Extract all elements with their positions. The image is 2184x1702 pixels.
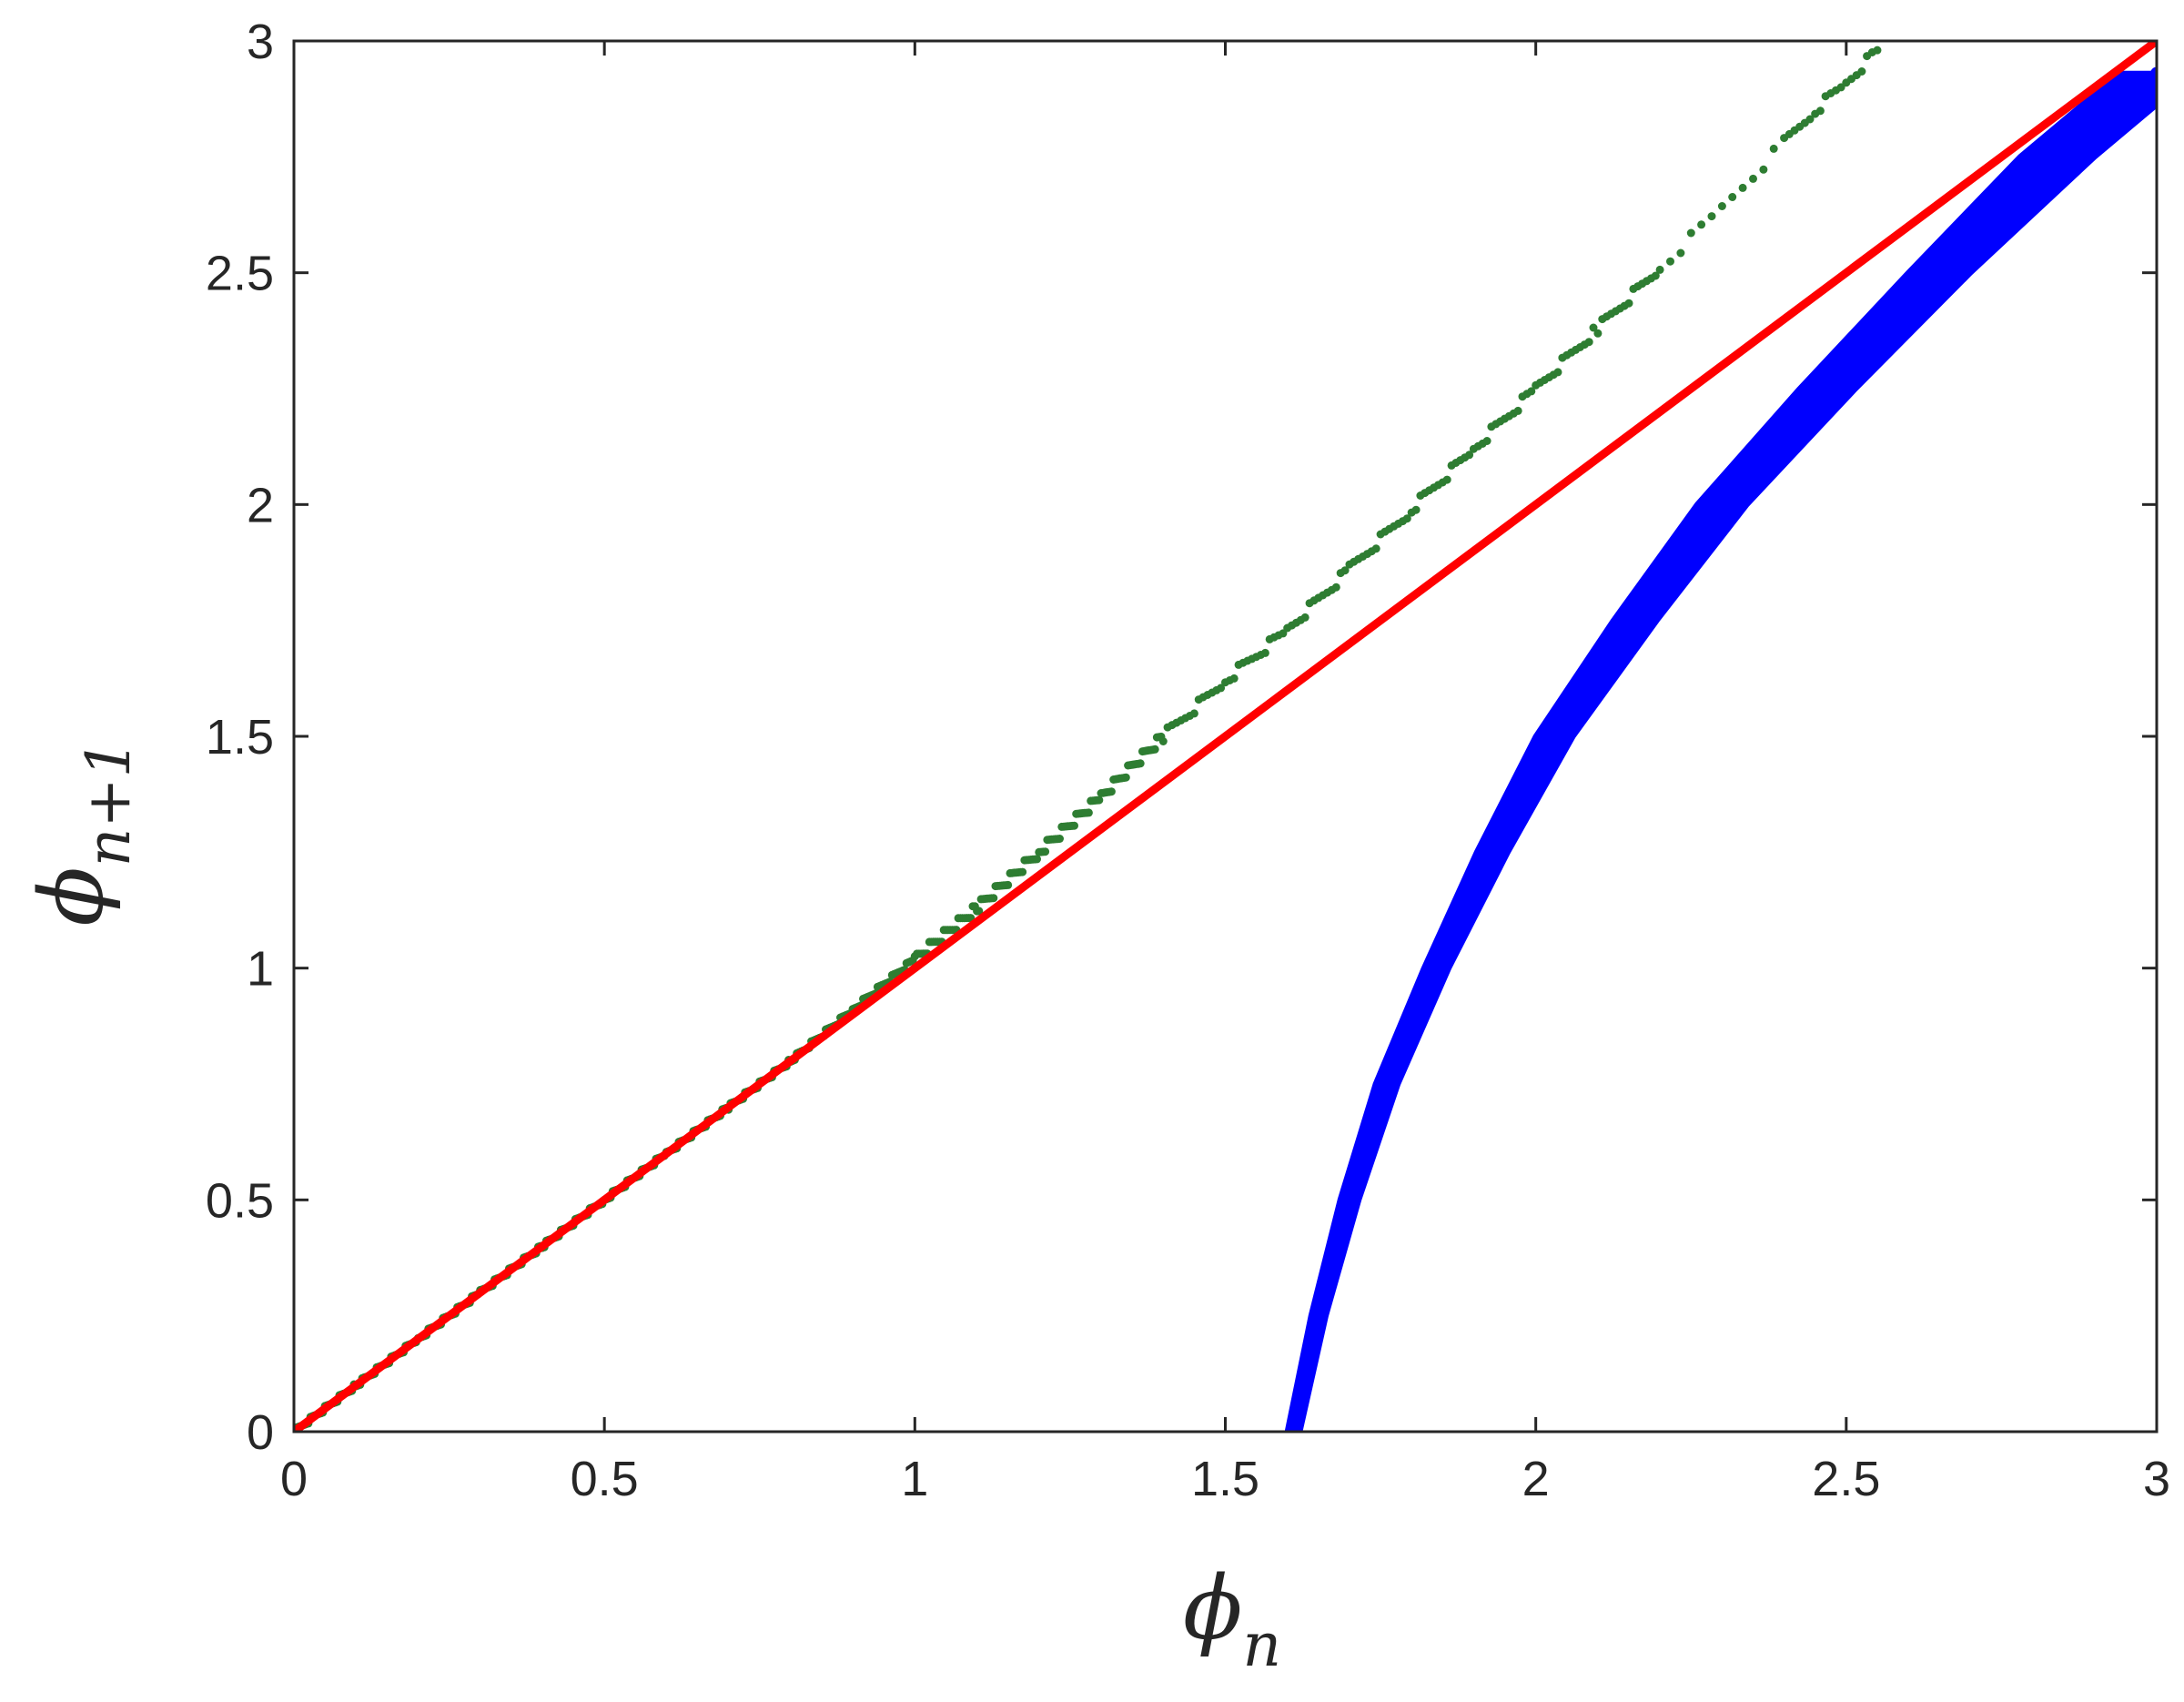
y-tick-label: 2.5	[206, 247, 274, 301]
green-dot	[1738, 183, 1747, 192]
blue-band-shape	[1284, 70, 2157, 1432]
green-dot	[1056, 835, 1064, 843]
green-dot	[1095, 795, 1104, 805]
green-dot	[1624, 299, 1633, 308]
x-tick-label: 0	[280, 1452, 308, 1506]
green-dot	[1107, 787, 1116, 796]
blue-band-point	[1380, 1078, 1393, 1090]
green-dot	[1402, 514, 1411, 523]
y-tick-label: 0.5	[206, 1173, 274, 1228]
blue-band-point	[1311, 1309, 1325, 1322]
green-dot	[1229, 674, 1239, 683]
x-tick-label: 1	[901, 1452, 928, 1506]
green-dot	[1331, 583, 1340, 592]
y-tick-label: 1.5	[206, 710, 274, 765]
green-dot	[1340, 566, 1350, 575]
green-dot	[1442, 475, 1451, 484]
green-dot	[1697, 220, 1706, 229]
green-dot	[1158, 737, 1168, 745]
green-dot	[1769, 144, 1778, 153]
green-dot	[1260, 648, 1269, 657]
green-dot	[1465, 451, 1474, 460]
series-red-line	[294, 41, 2157, 1432]
blue-band-point	[1485, 846, 1499, 859]
green-dot	[1136, 759, 1145, 768]
green-dot	[1004, 880, 1013, 889]
green-dot	[1589, 323, 1598, 332]
x-tick-label: 2	[1522, 1452, 1550, 1506]
y-tick-label: 1	[247, 942, 274, 997]
green-dot	[1070, 821, 1078, 830]
blue-band-point	[1628, 613, 1642, 627]
green-dot	[1593, 329, 1603, 338]
x-tick-label: 2.5	[1812, 1452, 1880, 1506]
green-dot	[1686, 228, 1695, 238]
green-dot	[1666, 257, 1674, 266]
green-dot	[1873, 46, 1882, 55]
green-dot	[1584, 338, 1593, 347]
y-axis-label: ϕn+1	[21, 739, 144, 926]
green-dot	[1527, 387, 1536, 396]
blue-band-point	[1342, 1193, 1356, 1207]
green-dot	[1553, 368, 1562, 377]
green-dot	[1189, 709, 1198, 718]
blue-band-point	[1287, 1425, 1300, 1432]
x-axis-label-subscript: n	[1242, 1610, 1281, 1680]
blue-band-point	[2150, 66, 2157, 80]
green-dot	[1513, 406, 1522, 415]
green-dot	[1655, 265, 1664, 274]
y-tick-label: 3	[247, 15, 274, 69]
blue-band-point	[1430, 961, 1443, 975]
green-dot	[1707, 212, 1716, 221]
green-dot	[1815, 106, 1825, 116]
x-tick-label: 0.5	[571, 1452, 639, 1506]
green-dot	[1041, 847, 1050, 856]
green-dot	[1805, 115, 1815, 124]
blue-band-point	[1821, 382, 1835, 395]
green-dot	[1728, 193, 1737, 201]
green-dot	[1371, 544, 1380, 553]
green-dot	[975, 907, 984, 916]
series-layer	[294, 41, 2157, 1432]
y-axis-label-subscript: n+1	[74, 739, 144, 866]
x-tick-label: 1.5	[1191, 1452, 1259, 1506]
green-dot	[1033, 855, 1041, 864]
green-dot	[1018, 867, 1027, 876]
green-dot	[1411, 505, 1421, 514]
green-dot	[1150, 745, 1159, 754]
blue-band-point	[2050, 150, 2064, 164]
x-tick-label: 3	[2143, 1452, 2170, 1506]
green-dot	[1217, 684, 1226, 693]
green-dot	[1759, 165, 1768, 174]
blue-band-point	[1715, 498, 1729, 512]
y-tick-label: 2	[247, 478, 274, 532]
green-dot	[1084, 808, 1093, 817]
green-dot	[989, 894, 998, 903]
green-dot	[1121, 773, 1130, 782]
green-dot	[1482, 437, 1491, 445]
green-dot	[1300, 613, 1309, 622]
green-dot	[1717, 202, 1726, 210]
blue-band-point	[1548, 730, 1562, 743]
y-tick-label: 0	[247, 1405, 274, 1460]
green-dot	[1857, 67, 1866, 76]
y-axis-label-symbol: ϕ	[21, 866, 123, 926]
green-dot	[1651, 271, 1660, 280]
x-axis-label-symbol: ϕ	[1183, 1557, 1242, 1659]
green-dot	[1676, 248, 1685, 258]
ticks-layer: 0 0.5 1 1.5 2 2.5 3 0 0.5 1 1.5 2 2.5 3	[206, 15, 2170, 1506]
green-dot	[1749, 174, 1757, 183]
x-axis-label: ϕn	[1183, 1557, 1281, 1680]
blue-band-point	[1933, 266, 1946, 279]
series-blue-band	[1284, 66, 2157, 1432]
